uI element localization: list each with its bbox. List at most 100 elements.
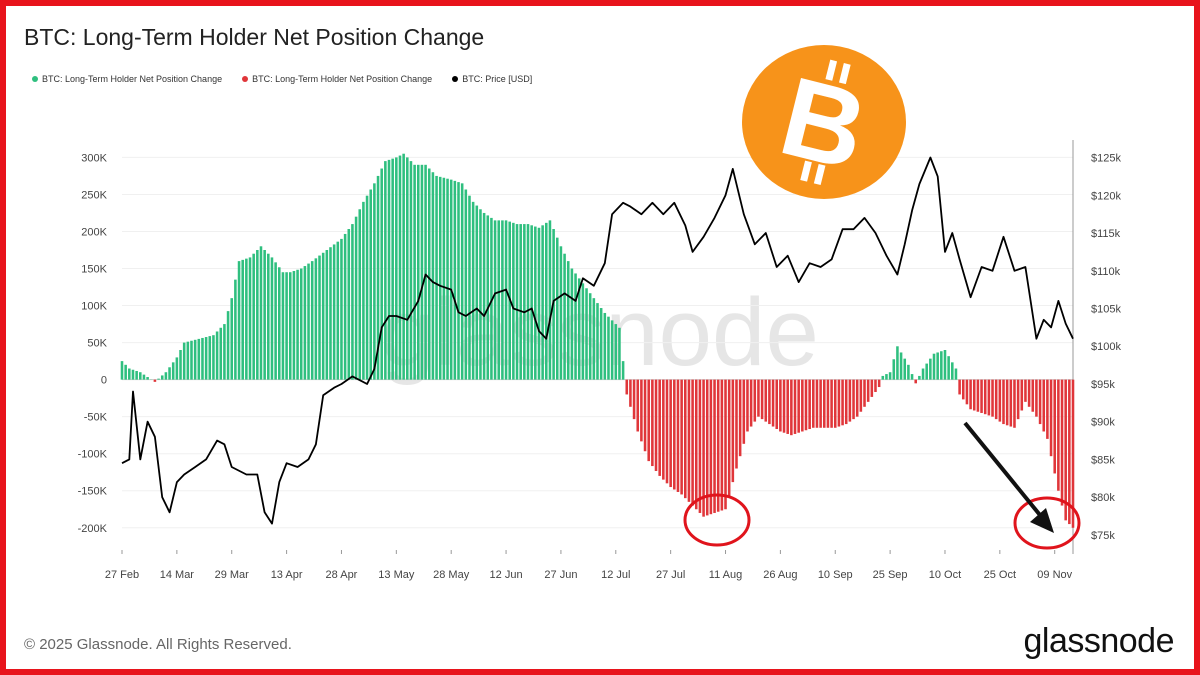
bar: [124, 364, 127, 380]
bar: [460, 183, 464, 380]
bar: [457, 182, 460, 380]
bar: [380, 168, 383, 380]
y-left-tick-label: 300K: [81, 152, 107, 164]
bar: [797, 379, 800, 433]
bar: [673, 379, 676, 490]
bar: [709, 379, 713, 515]
bar: [215, 331, 219, 380]
bar: [691, 379, 694, 506]
bar: [749, 379, 753, 427]
bar: [815, 379, 819, 428]
arrow-head-icon: [1030, 508, 1054, 533]
bar: [442, 177, 446, 380]
y-left-tick-label: 100K: [81, 301, 107, 313]
bar: [226, 311, 230, 380]
bar: [471, 201, 475, 380]
bar: [278, 267, 281, 380]
x-tick-label: 09 Nov: [1037, 569, 1072, 581]
bar: [629, 379, 632, 407]
bar: [387, 159, 391, 380]
bar: [610, 320, 614, 380]
bar: [577, 278, 581, 380]
bar: [384, 161, 387, 380]
y-right-tick-label: $105k: [1091, 303, 1121, 315]
bar: [877, 379, 881, 388]
bar: [954, 368, 958, 380]
y-left-tick-label: -150K: [78, 486, 108, 498]
bar: [848, 379, 852, 422]
bar: [208, 336, 212, 380]
bar: [515, 224, 519, 380]
bar: [636, 379, 640, 432]
bar: [1013, 379, 1016, 428]
bar: [336, 241, 340, 380]
bar: [764, 379, 768, 422]
bar: [863, 379, 866, 407]
bar: [951, 362, 954, 380]
bitcoin-logo-tick-top-right: [839, 63, 851, 85]
bar: [702, 379, 705, 517]
bitcoin-logo-circle: [742, 45, 906, 199]
annotations: [683, 421, 1081, 550]
bar: [870, 379, 874, 397]
legend-dot-negative: [242, 76, 249, 82]
bar: [351, 224, 354, 380]
y-right-tick-label: $90k: [1091, 417, 1115, 429]
bar: [976, 379, 980, 412]
y-right-tick-label: $100k: [1091, 341, 1121, 353]
bar: [446, 178, 449, 380]
bar: [563, 253, 566, 380]
bar: [804, 379, 808, 431]
bar: [321, 252, 325, 380]
bar: [980, 379, 983, 413]
y-axis-left: 300K 250K 200K 150K 100K 50K 0 -50K -100K -150K -2…: [78, 152, 108, 534]
bar: [669, 379, 672, 488]
bar: [128, 368, 131, 380]
legend-item-price[interactable]: BTC: Price [USD]: [452, 74, 532, 84]
bar: [526, 224, 530, 380]
legend-item-negative[interactable]: BTC: Long-Term Holder Net Position Chang…: [242, 74, 432, 84]
bar: [581, 283, 585, 380]
bar: [812, 379, 815, 428]
bar: [402, 153, 405, 380]
bar: [1027, 379, 1031, 407]
bar: [998, 379, 1002, 422]
bar: [720, 379, 724, 511]
bar: [512, 222, 515, 380]
legend-item-positive[interactable]: BTC: Long-Term Holder Net Position Chang…: [32, 74, 222, 84]
bar: [256, 250, 259, 380]
bar: [197, 338, 201, 380]
bar: [790, 379, 793, 436]
bar: [1053, 379, 1056, 474]
bar: [885, 374, 888, 380]
circle-annotation-aug: [683, 493, 751, 547]
legend-label-negative: BTC: Long-Term Holder Net Position Chang…: [252, 74, 433, 84]
bar: [925, 363, 928, 380]
bar: [603, 312, 607, 380]
bar: [164, 372, 168, 380]
bar: [647, 379, 650, 462]
bar: [651, 379, 654, 467]
legend-label-price: BTC: Price [USD]: [462, 74, 533, 84]
bar: [120, 361, 124, 380]
bar: [285, 272, 288, 380]
bar: [958, 379, 961, 395]
bar: [453, 180, 457, 380]
bitcoin-logo-icon: B: [742, 45, 906, 199]
bar: [599, 308, 603, 380]
bar: [1046, 379, 1049, 439]
bar: [1024, 379, 1027, 402]
y-left-tick-label: -50K: [84, 412, 108, 424]
bar: [541, 225, 544, 380]
x-tick-label: 12 Jun: [490, 569, 523, 581]
bar: [1057, 379, 1060, 491]
bar: [365, 195, 369, 380]
bar: [822, 379, 826, 428]
bar: [424, 164, 427, 380]
bar: [186, 341, 190, 380]
bar: [303, 266, 307, 380]
x-tick-label: 13 May: [378, 569, 415, 581]
bar: [1005, 379, 1009, 426]
bar: [888, 372, 892, 380]
